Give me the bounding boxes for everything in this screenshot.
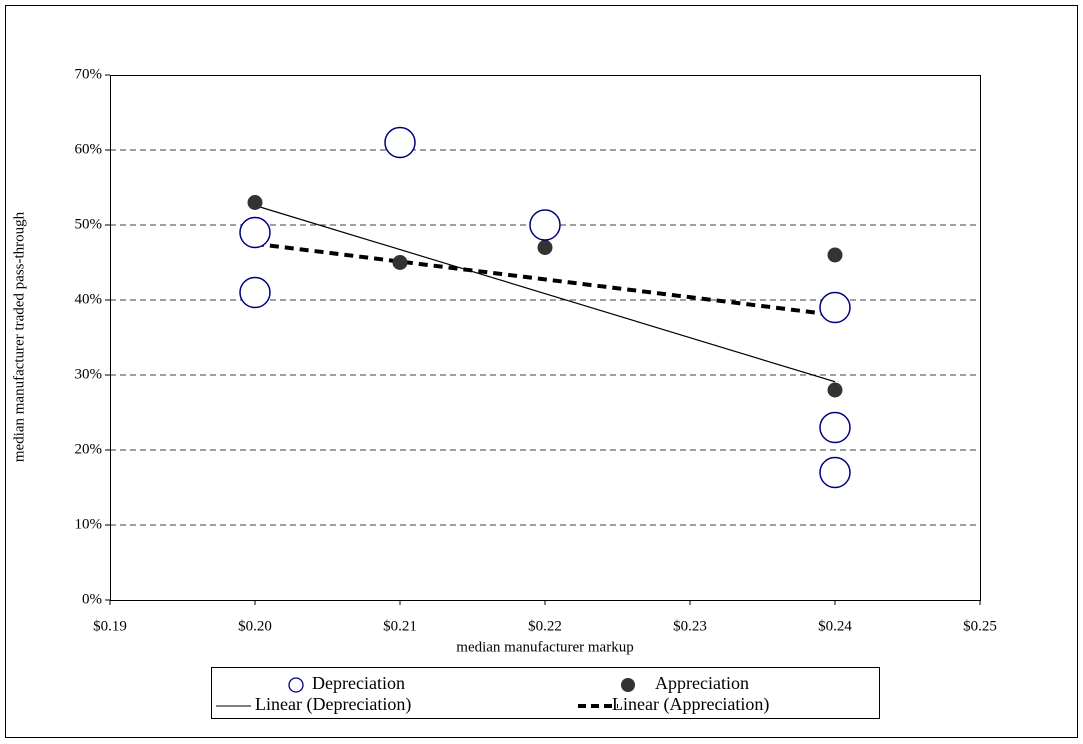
- y-tick-label: 10%: [75, 516, 103, 532]
- legend: [211, 667, 880, 719]
- point: [529, 209, 561, 241]
- x-tick-label: $0.25: [963, 618, 997, 634]
- x-tick-label: $0.23: [673, 618, 707, 634]
- trend-line: [254, 204, 836, 383]
- y-tick-label: 60%: [75, 141, 103, 157]
- legend-label: Linear (Depreciation): [255, 694, 411, 715]
- x-tick-label: $0.24: [818, 618, 852, 634]
- legend-label: Appreciation: [655, 673, 749, 693]
- point: [247, 195, 263, 210]
- y-tick-label: 70%: [75, 66, 103, 82]
- x-tick-label: $0.21: [383, 618, 417, 634]
- x-tick-label: $0.19: [93, 618, 127, 634]
- x-axis-title: median manufacturer markup: [456, 639, 633, 655]
- point: [537, 240, 553, 255]
- x-tick-label: $0.22: [528, 618, 562, 634]
- y-tick-label: 50%: [75, 216, 103, 232]
- x-tick-label: $0.20: [238, 618, 272, 634]
- y-tick-label: 20%: [75, 441, 103, 457]
- plot-area: [110, 75, 981, 601]
- y-tick-label: 40%: [75, 291, 103, 307]
- point: [819, 411, 851, 444]
- point: [827, 247, 843, 263]
- point: [819, 291, 851, 324]
- point: [239, 216, 271, 249]
- point: [819, 456, 851, 489]
- legend-marker: [288, 677, 304, 693]
- y-tick-label: 30%: [75, 366, 103, 382]
- legend-marker: [621, 678, 635, 692]
- y-tick-label: 0%: [82, 591, 102, 607]
- point: [239, 276, 271, 309]
- point: [392, 255, 408, 270]
- legend-label: Depreciation: [312, 673, 405, 693]
- y-axis-title: median manufacturer traded pass-through: [11, 211, 27, 462]
- point: [384, 126, 416, 159]
- trend-line: [254, 241, 836, 317]
- legend-label: Linear (Appreciation): [612, 694, 769, 715]
- point: [827, 382, 843, 398]
